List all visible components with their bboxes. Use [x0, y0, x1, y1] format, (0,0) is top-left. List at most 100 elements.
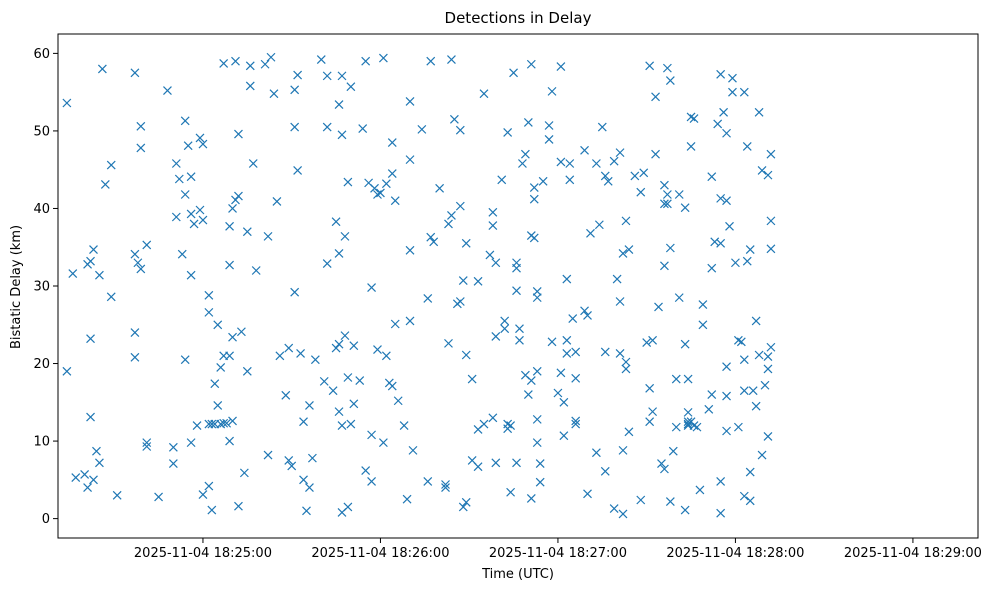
- data-point: [207, 505, 217, 515]
- data-point: [571, 419, 581, 429]
- data-point: [198, 215, 208, 225]
- data-point: [671, 422, 681, 432]
- data-point: [742, 256, 752, 266]
- data-point: [680, 203, 690, 213]
- data-point: [621, 364, 631, 374]
- data-point: [319, 376, 329, 386]
- data-point: [461, 350, 471, 360]
- data-point: [112, 490, 122, 500]
- data-point: [106, 292, 116, 302]
- data-point: [387, 169, 397, 178]
- data-point: [408, 445, 418, 455]
- data-point: [92, 446, 101, 456]
- data-point: [624, 427, 634, 437]
- data-point: [488, 221, 498, 230]
- data-point: [381, 179, 391, 189]
- data-point: [704, 404, 714, 414]
- data-point: [763, 432, 773, 441]
- x-tick-label: 2025-11-04 18:29:00: [844, 546, 982, 561]
- data-point: [532, 438, 542, 448]
- data-point: [751, 316, 761, 326]
- data-point: [204, 290, 214, 300]
- data-point: [639, 168, 649, 178]
- data-point: [547, 337, 557, 347]
- data-point: [361, 56, 371, 66]
- data-point: [763, 352, 773, 361]
- data-point: [645, 61, 655, 71]
- data-point: [662, 190, 672, 199]
- data-point: [544, 121, 554, 130]
- data-point: [376, 188, 385, 198]
- data-point: [728, 87, 737, 97]
- data-point: [532, 366, 542, 376]
- data-point: [290, 287, 300, 297]
- data-point: [305, 483, 314, 493]
- data-point: [615, 148, 625, 158]
- data-point: [216, 362, 226, 372]
- data-point: [168, 442, 178, 452]
- data-point: [89, 475, 98, 485]
- data-point: [263, 231, 273, 241]
- data-point: [302, 506, 311, 516]
- data-point: [441, 480, 450, 489]
- data-point: [263, 450, 273, 460]
- data-point: [683, 407, 693, 417]
- data-point: [367, 476, 376, 486]
- data-point: [674, 190, 684, 199]
- data-point: [186, 438, 196, 448]
- data-point: [515, 335, 524, 345]
- data-point: [600, 347, 610, 357]
- data-point: [491, 258, 501, 268]
- data-point: [660, 180, 669, 190]
- data-point: [402, 494, 412, 504]
- data-point: [343, 502, 353, 512]
- data-point: [754, 350, 764, 360]
- data-point: [142, 240, 152, 250]
- data-point: [710, 237, 720, 247]
- data-point: [698, 320, 708, 330]
- data-point: [296, 349, 305, 358]
- data-point: [473, 462, 483, 472]
- data-point: [618, 445, 628, 455]
- data-point: [426, 56, 436, 66]
- data-point: [447, 55, 456, 65]
- data-point: [130, 328, 140, 337]
- data-point: [733, 422, 743, 432]
- x-tick-label: 2025-11-04 18:28:00: [666, 546, 804, 561]
- data-point: [189, 219, 199, 229]
- data-point: [583, 489, 592, 499]
- data-point: [473, 276, 483, 286]
- data-point: [322, 259, 332, 268]
- data-point: [745, 467, 755, 477]
- data-point: [553, 388, 563, 398]
- data-point: [86, 412, 95, 422]
- data-point: [378, 53, 388, 63]
- data-point: [716, 238, 726, 248]
- plot-frame: [57, 33, 979, 539]
- data-point: [615, 349, 625, 358]
- data-point: [180, 190, 190, 199]
- data-point: [654, 302, 663, 312]
- plot-area: [57, 33, 979, 539]
- data-point: [716, 193, 726, 203]
- data-point: [266, 52, 276, 62]
- data-point: [680, 505, 690, 515]
- data-point: [171, 212, 181, 222]
- data-point: [210, 379, 220, 389]
- data-point: [559, 431, 569, 441]
- data-point: [68, 269, 78, 279]
- data-point: [668, 446, 678, 456]
- data-point: [245, 81, 255, 91]
- data-point: [163, 86, 172, 96]
- data-point: [251, 266, 261, 275]
- data-point: [349, 341, 359, 351]
- data-point: [71, 473, 81, 482]
- data-point: [716, 476, 726, 486]
- data-point: [328, 386, 338, 396]
- data-point: [80, 469, 90, 479]
- data-point: [600, 466, 610, 476]
- data-point: [130, 352, 140, 362]
- data-point: [370, 183, 379, 193]
- data-point: [405, 316, 415, 326]
